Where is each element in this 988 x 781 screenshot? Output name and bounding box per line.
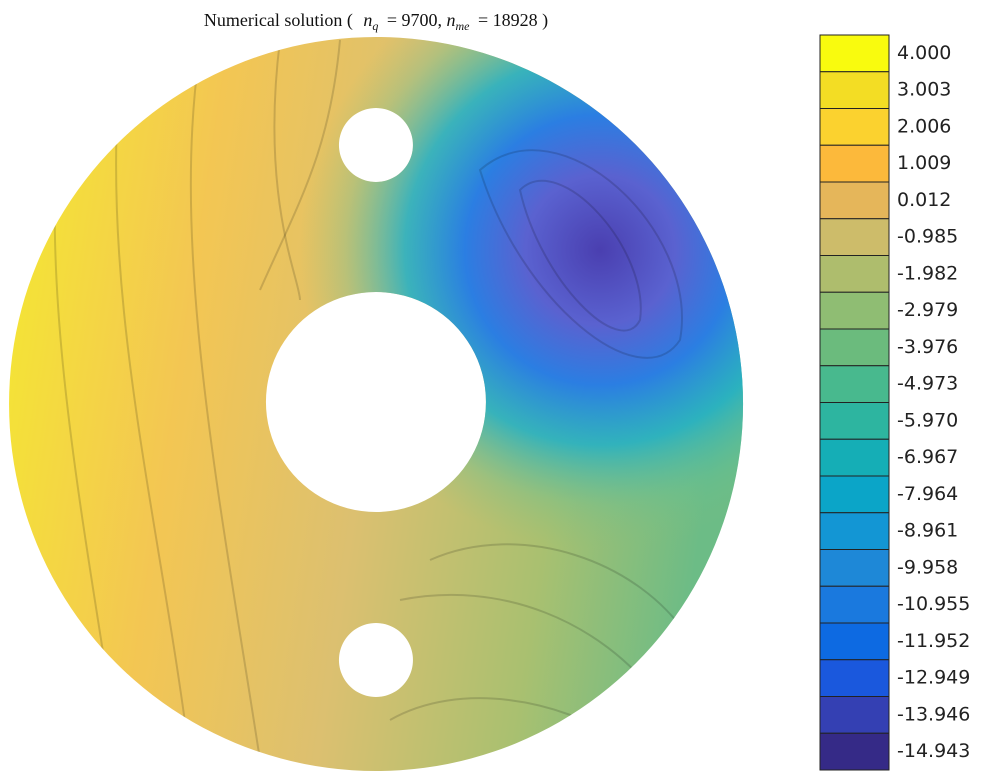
colorbar-cell <box>819 512 890 550</box>
colorbar-label: -12.949 <box>897 667 970 689</box>
colorbar-cell <box>819 108 890 146</box>
colorbar-cell <box>819 255 890 293</box>
colorbar-cell <box>819 181 890 220</box>
colorbar-label: -6.967 <box>897 446 958 468</box>
colorbar-label: -9.958 <box>897 556 958 578</box>
colorbar-cell <box>819 291 890 330</box>
colorbar-label: -5.970 <box>897 409 958 431</box>
colorbar-cell <box>819 438 890 477</box>
colorbar-label: -0.985 <box>897 226 958 248</box>
colorbar-label: -10.955 <box>897 593 970 615</box>
solution-field <box>9 37 744 771</box>
colorbar-cell <box>819 475 890 514</box>
colorbar-label: 3.003 <box>897 79 951 101</box>
colorbar-label: -4.973 <box>897 373 958 395</box>
colorbar-cell <box>819 144 890 183</box>
colorbar-cell <box>819 622 890 661</box>
colorbar-label: 4.000 <box>897 42 951 64</box>
colorbar-label: -2.979 <box>897 299 958 321</box>
colorbar-label: -13.946 <box>897 703 970 725</box>
colorbar-label: -14.943 <box>897 740 970 762</box>
colorbar-cell <box>819 71 890 109</box>
colorbar-label: -1.982 <box>897 262 958 284</box>
title-symbol: n <box>446 10 455 30</box>
title-text: = 18928 ) <box>478 10 548 31</box>
colorbar-cell <box>819 34 890 73</box>
colorbar-cell <box>819 549 890 587</box>
title-symbol: n <box>363 10 372 30</box>
colorbar-label: -11.952 <box>897 630 970 652</box>
colorbar: 4.000 3.003 2.006 1.009 0.012 -0.985 -1.982 -2.… <box>819 34 970 771</box>
title-subscript: q <box>372 19 378 33</box>
colorbar-cell <box>819 696 890 734</box>
title-subscript: me <box>455 19 470 33</box>
chart-title: Numerical solution ( nq = 9700, nme = 18… <box>204 10 548 34</box>
colorbar-label: -3.976 <box>897 336 958 358</box>
colorbar-cell <box>819 365 890 403</box>
colorbar-label: 0.012 <box>897 189 951 211</box>
colorbar-cell <box>819 218 890 256</box>
colorbar-cell <box>819 659 890 697</box>
colorbar-label: 2.006 <box>897 115 951 137</box>
title-text: = 9700, <box>387 10 442 30</box>
colorbar-label: -7.964 <box>897 483 958 505</box>
colorbar-label: -8.961 <box>897 520 958 542</box>
title-text: Numerical solution ( <box>204 10 353 31</box>
colorbar-cell <box>819 732 890 771</box>
colorbar-cell <box>819 402 890 440</box>
colorbar-cell <box>819 585 890 624</box>
colorbar-cell <box>819 328 890 367</box>
colorbar-label: 1.009 <box>897 152 951 174</box>
